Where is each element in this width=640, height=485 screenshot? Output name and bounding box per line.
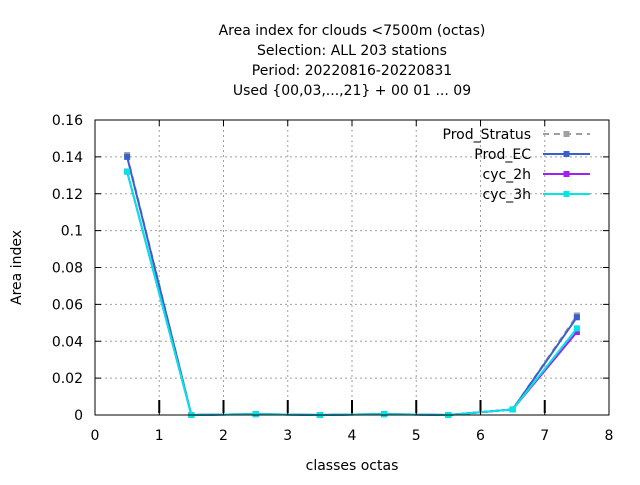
data-point <box>381 411 388 418</box>
title-line: Period: 20220816-20220831 <box>252 63 452 79</box>
x-axis-label: classes octas <box>306 458 399 474</box>
chart-title: Area index for clouds <7500m (octas) Sele… <box>219 23 486 99</box>
legend: Prod_Stratus Prod_EC cyc_2h cyc_3h <box>443 127 590 203</box>
data-point <box>573 329 580 336</box>
y-tick-label: 0 <box>74 408 83 424</box>
data-point <box>124 168 131 175</box>
x-tick-label: 4 <box>348 428 357 444</box>
y-tick-label: 0.12 <box>52 187 83 203</box>
title-line: Used {00,03,...,21} + 00 01 ... 09 <box>233 83 471 99</box>
title-line: Selection: ALL 203 stations <box>257 43 447 59</box>
data-point <box>573 325 580 332</box>
legend-label: cyc_2h <box>483 167 531 183</box>
x-axis-ticks: 0 1 2 3 4 5 6 7 8 <box>91 120 614 444</box>
grid <box>95 120 609 415</box>
title-line: Area index for clouds <7500m (octas) <box>219 23 486 39</box>
legend-marker <box>563 131 570 137</box>
y-tick-label: 0.06 <box>52 297 83 313</box>
x-tick-label: 7 <box>540 428 549 444</box>
x-tick-label: 2 <box>219 428 228 444</box>
y-axis-label: Area index <box>9 230 25 305</box>
legend-marker <box>563 191 570 197</box>
y-tick-label: 0.1 <box>61 224 83 240</box>
legend-marker <box>563 151 570 157</box>
x-tick-label: 5 <box>412 428 421 444</box>
y-axis-ticks: 0 0.02 0.04 0.06 0.08 0.1 0.12 0.14 0.16 <box>52 113 609 424</box>
x-tick-label: 3 <box>283 428 292 444</box>
legend-label: Prod_Stratus <box>443 127 531 143</box>
x-tick-label: 0 <box>91 428 100 444</box>
data-point <box>573 314 580 321</box>
data-point <box>124 153 131 160</box>
y-tick-label: 0.08 <box>52 261 83 277</box>
x-tick-label: 6 <box>476 428 485 444</box>
y-tick-label: 0.02 <box>52 371 83 387</box>
data-point <box>509 406 516 413</box>
x-tick-label: 8 <box>605 428 614 444</box>
legend-marker <box>563 171 570 177</box>
legend-label: cyc_3h <box>483 187 531 203</box>
y-tick-label: 0.16 <box>52 113 83 129</box>
x-tick-label: 1 <box>155 428 164 444</box>
y-tick-label: 0.04 <box>52 334 83 350</box>
legend-label: Prod_EC <box>474 147 531 163</box>
y-tick-label: 0.14 <box>52 150 83 166</box>
data-point <box>252 411 259 418</box>
